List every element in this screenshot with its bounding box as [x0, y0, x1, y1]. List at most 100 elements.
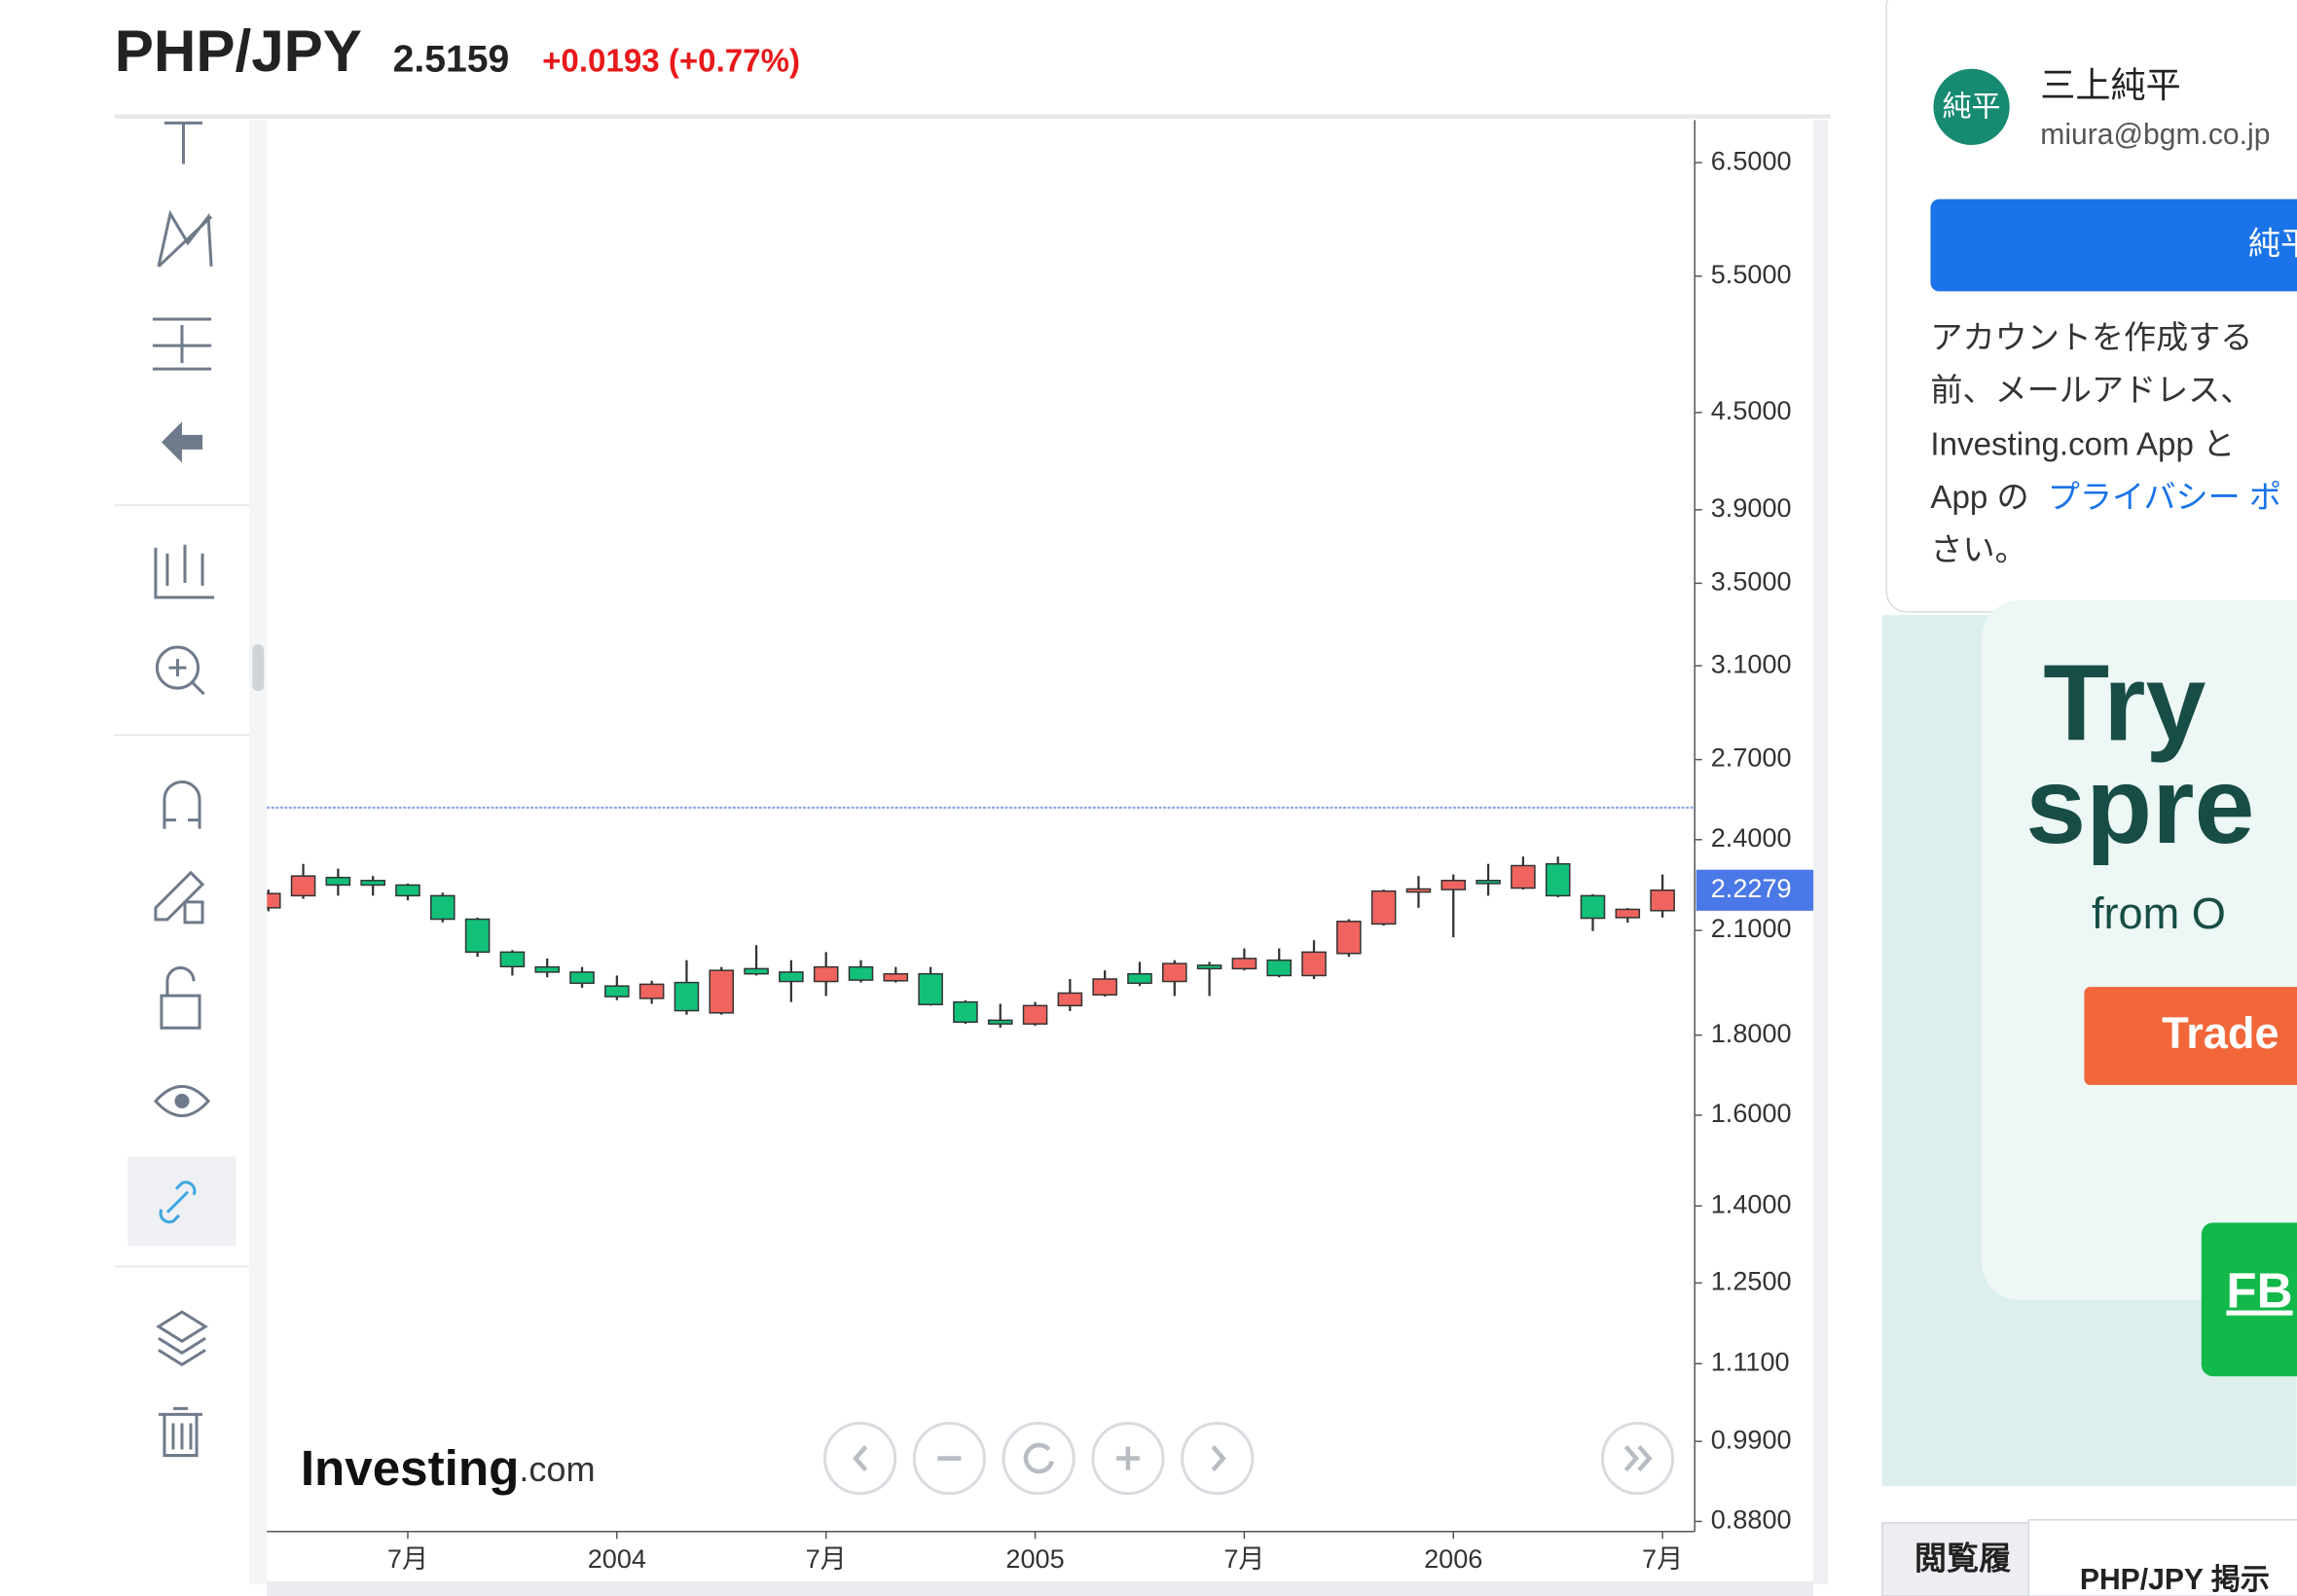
zoom-tool[interactable]	[155, 645, 201, 690]
fib-tool[interactable]	[152, 317, 212, 371]
last-price-tag	[1695, 869, 1814, 911]
candle-body	[395, 884, 420, 897]
candle-body	[1370, 889, 1397, 925]
ad-headline: spre	[2025, 744, 2254, 866]
notice-line: 前、メールアドレス、	[1930, 373, 2252, 409]
active-tool-bg	[128, 1156, 237, 1247]
y-tick-label: 6.5000	[1711, 145, 1792, 175]
candle-body	[1196, 964, 1222, 970]
x-tick-label: 7月	[1223, 1543, 1264, 1574]
candle-body	[1266, 959, 1292, 977]
trash-tool[interactable]	[158, 1406, 203, 1458]
header-divider	[114, 114, 1832, 119]
y-tick-label: 1.8000	[1711, 1018, 1792, 1048]
measure-tool[interactable]	[154, 544, 215, 599]
notice-line: Investing.com App と	[1930, 427, 2235, 463]
candle-body	[464, 918, 491, 954]
resize-handle[interactable]	[252, 644, 265, 692]
candle-body	[1511, 864, 1536, 889]
candle-body	[1161, 962, 1187, 983]
change: +0.0193 (+0.77%)	[542, 43, 800, 79]
candle-body	[267, 892, 281, 909]
ad-card	[1982, 599, 2297, 1301]
y-tick-label: 1.1100	[1711, 1346, 1790, 1376]
y-tick-label: 1.4000	[1711, 1188, 1792, 1218]
candle-body	[1301, 951, 1327, 977]
ad-button[interactable]	[2084, 987, 2297, 1085]
candle-body	[674, 981, 700, 1012]
nav-right[interactable]	[1181, 1421, 1255, 1496]
unlock-tool[interactable]	[160, 966, 201, 1030]
ad-button-label: Trade	[2162, 1008, 2279, 1058]
y-tick-label: 2.7000	[1711, 743, 1792, 773]
price: 2.5159	[393, 39, 510, 81]
pattern-tool[interactable]	[157, 209, 213, 268]
footer-title: PHP/JPY 掲示	[2080, 1564, 2270, 1596]
back-tool[interactable]	[161, 421, 203, 463]
x-tick-label: 2005	[1005, 1543, 1064, 1574]
candle-body	[604, 985, 630, 998]
candle-body	[918, 972, 943, 1005]
footer-title-box	[2027, 1519, 2297, 1596]
candle-body	[813, 965, 839, 983]
candle-body	[1545, 862, 1571, 897]
frame-right	[1813, 120, 1829, 1584]
candle-body	[569, 971, 595, 985]
last-price-label: 2.2279	[1711, 873, 1792, 903]
footer-tab-label: 閲覧履	[1914, 1542, 2011, 1578]
continue-label: 純平	[2248, 227, 2297, 263]
magnet-tool[interactable]	[163, 780, 201, 829]
candle-body	[325, 876, 351, 887]
nav-reset[interactable]	[1002, 1421, 1076, 1496]
y-tick-label: 0.8800	[1711, 1505, 1792, 1535]
y-tick-label: 4.5000	[1711, 395, 1792, 425]
y-tick-label: 1.6000	[1711, 1098, 1792, 1128]
ad-headline: Try	[2043, 642, 2206, 764]
logo-suffix: .com	[519, 1449, 595, 1489]
account-name: 三上純平	[2040, 65, 2180, 105]
candle-body	[360, 880, 385, 887]
y-tick-label: 5.5000	[1711, 259, 1792, 289]
candle-body	[1336, 921, 1362, 955]
y-tick-label: 2.1000	[1711, 913, 1792, 943]
footer-tab[interactable]	[1881, 1522, 2030, 1596]
ad-badge-label: FB	[2226, 1263, 2292, 1319]
candle-body	[987, 1019, 1013, 1025]
y-tick-label: 3.5000	[1711, 566, 1792, 597]
continue-button[interactable]	[1930, 199, 2297, 292]
y-tick-label: 2.4000	[1711, 822, 1792, 852]
layers-tool[interactable]	[156, 1310, 208, 1367]
logo: Investing.com	[301, 1440, 596, 1496]
candle-body	[534, 965, 561, 973]
x-tick-label: 2006	[1424, 1543, 1482, 1574]
lock-draw-tool[interactable]	[154, 870, 205, 925]
candle-body	[953, 1000, 978, 1024]
y-tick-label: 3.9000	[1711, 492, 1792, 523]
eye-pupil	[174, 1093, 190, 1108]
candle-body	[883, 972, 909, 982]
visibility-tool[interactable]	[153, 1085, 211, 1117]
account-email: miura@bgm.co.jp	[2040, 119, 2270, 151]
ad-badge[interactable]	[2201, 1222, 2297, 1377]
candle-body	[848, 965, 874, 981]
notice-line: App の	[1930, 480, 2028, 516]
candle-body	[1476, 880, 1501, 885]
candle-body	[638, 983, 665, 999]
avatar	[1933, 68, 2010, 145]
privacy-link[interactable]: プライバシー ポ	[2048, 480, 2281, 516]
candle-body	[1022, 1004, 1048, 1025]
notice-line: さい。	[1930, 532, 2026, 568]
nav-buttons	[822, 1421, 1675, 1496]
frame-left	[249, 120, 268, 1584]
link-tool[interactable]	[159, 1180, 197, 1224]
nav-glyphs	[853, 1442, 1653, 1474]
text-tool[interactable]	[164, 121, 203, 164]
candle-body	[709, 969, 735, 1014]
candle-body	[1057, 992, 1083, 1007]
toolbar	[114, 121, 250, 1458]
candle-body	[290, 875, 316, 897]
x-tick-label: 7月	[806, 1543, 847, 1574]
nav-left[interactable]	[822, 1421, 897, 1496]
candle-body	[1580, 894, 1606, 920]
